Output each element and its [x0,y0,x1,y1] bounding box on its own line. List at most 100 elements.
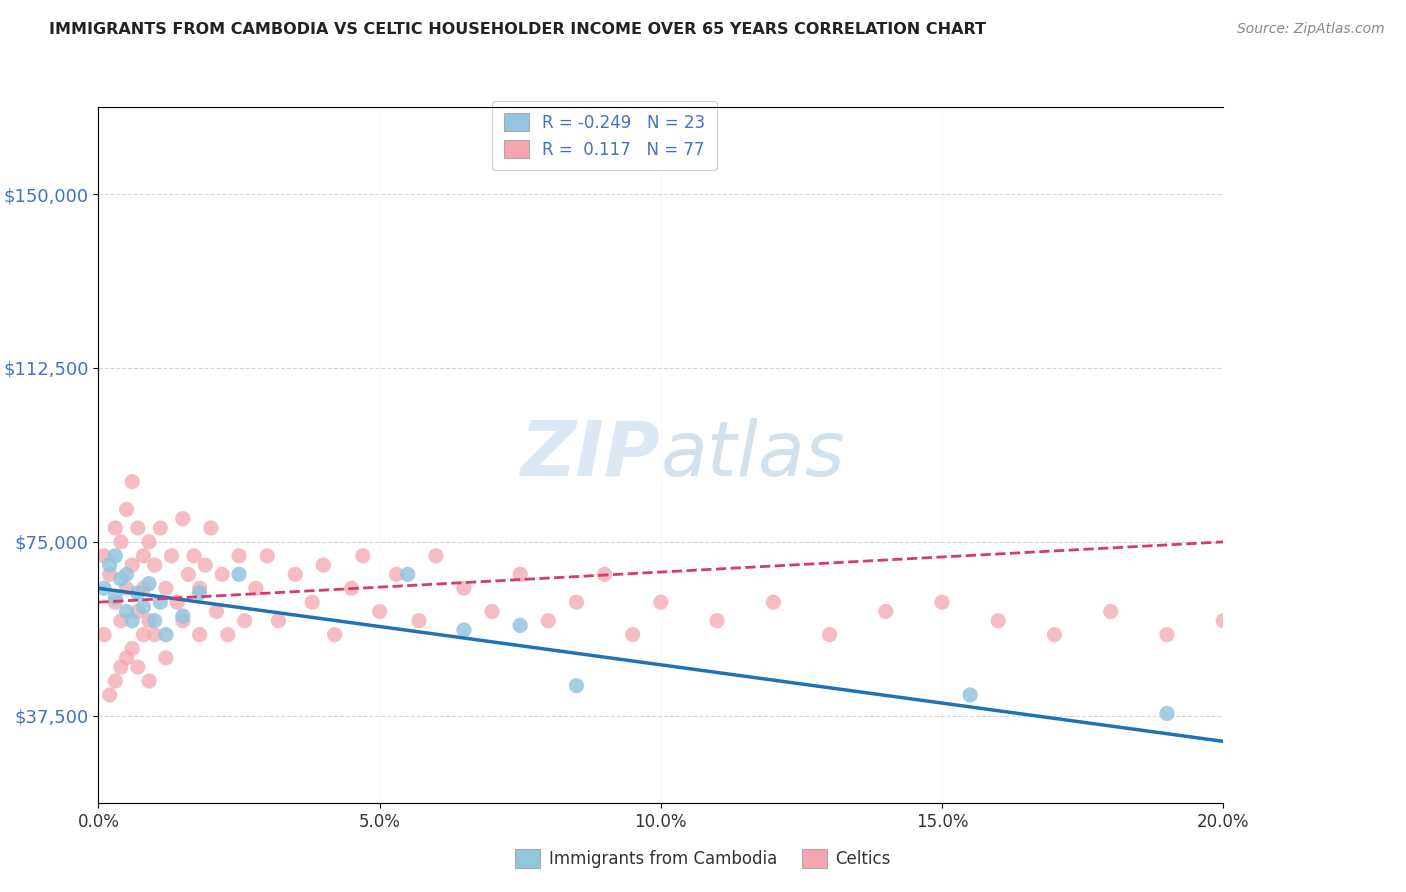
Point [115,582,138,596]
Point [121,475,143,489]
Point [121,641,143,656]
Point [138,614,160,628]
Point [104,591,127,605]
Point [352,549,374,563]
Point [93,582,115,596]
Point [166,595,188,609]
Point [188,628,211,642]
Point [110,534,132,549]
Point [481,605,503,619]
Point [138,576,160,591]
Point [453,623,475,637]
Text: atlas: atlas [661,418,845,491]
Point [340,582,363,596]
Point [172,511,194,525]
Point [818,628,841,642]
Point [621,628,644,642]
Point [425,549,447,563]
Point [143,614,166,628]
Point [110,614,132,628]
Point [183,549,205,563]
Point [121,614,143,628]
Point [217,628,239,642]
Point [565,679,588,693]
Point [931,595,953,609]
Point [396,567,419,582]
Point [155,628,177,642]
Point [121,558,143,573]
Point [323,628,346,642]
Point [312,558,335,573]
Point [149,595,172,609]
Point [98,558,121,573]
Point [98,567,121,582]
Point [211,567,233,582]
Legend: Immigrants from Cambodia, Celtics: Immigrants from Cambodia, Celtics [509,843,897,875]
Point [565,595,588,609]
Point [267,614,290,628]
Point [875,605,897,619]
Point [188,582,211,596]
Point [408,614,430,628]
Point [115,502,138,516]
Point [98,688,121,702]
Point [245,582,267,596]
Point [155,651,177,665]
Point [509,618,531,632]
Point [115,605,138,619]
Point [987,614,1010,628]
Point [93,549,115,563]
Point [115,567,138,582]
Point [104,549,127,563]
Point [194,558,217,573]
Point [385,567,408,582]
Point [284,567,307,582]
Point [959,688,981,702]
Point [132,582,155,596]
Point [172,609,194,624]
Point [110,660,132,674]
Point [706,614,728,628]
Point [228,549,250,563]
Point [138,534,160,549]
Point [104,595,127,609]
Point [160,549,183,563]
Point [205,605,228,619]
Text: Source: ZipAtlas.com: Source: ZipAtlas.com [1237,22,1385,37]
Point [115,651,138,665]
Point [143,558,166,573]
Point [233,614,256,628]
Point [127,605,149,619]
Point [177,567,200,582]
Text: ZIP: ZIP [522,418,661,491]
Point [509,567,531,582]
Point [132,549,155,563]
Point [132,628,155,642]
Point [127,660,149,674]
Point [138,674,160,689]
Point [593,567,616,582]
Text: IMMIGRANTS FROM CAMBODIA VS CELTIC HOUSEHOLDER INCOME OVER 65 YEARS CORRELATION : IMMIGRANTS FROM CAMBODIA VS CELTIC HOUSE… [49,22,986,37]
Point [127,521,149,535]
Point [127,586,149,600]
Point [93,628,115,642]
Point [188,586,211,600]
Point [143,628,166,642]
Point [104,674,127,689]
Point [1099,605,1122,619]
Legend: R = -0.249   N = 23, R =  0.117   N = 77: R = -0.249 N = 23, R = 0.117 N = 77 [492,102,717,170]
Point [650,595,672,609]
Point [256,549,278,563]
Point [1156,706,1178,721]
Point [537,614,560,628]
Point [200,521,222,535]
Point [149,521,172,535]
Point [172,614,194,628]
Point [1156,628,1178,642]
Point [1043,628,1066,642]
Point [301,595,323,609]
Point [104,521,127,535]
Point [228,567,250,582]
Point [132,599,155,614]
Point [368,605,391,619]
